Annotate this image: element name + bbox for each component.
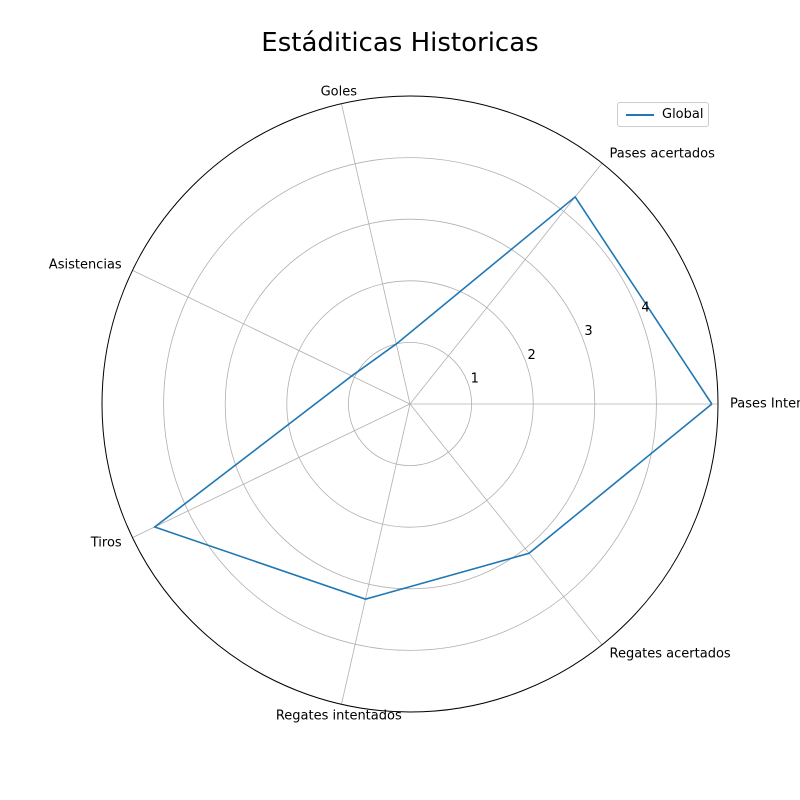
series-layer — [153, 195, 713, 601]
grid-spoke — [132, 270, 411, 405]
radial-tick-label: 1 — [471, 371, 479, 386]
grid-spoke — [409, 403, 603, 646]
grid-layer — [101, 95, 719, 713]
category-label: Tiros — [90, 535, 122, 550]
legend-line-global — [626, 114, 654, 116]
polar-frame — [101, 95, 719, 713]
category-label: Pases acertados — [610, 146, 716, 161]
category-label: Pases Intentados — [730, 397, 800, 412]
radial-tick-label: 2 — [528, 348, 536, 363]
grid-spoke — [341, 403, 411, 705]
category-label: Regates intentados — [276, 708, 402, 723]
category-label: Goles — [321, 85, 358, 100]
legend: Global — [617, 102, 709, 127]
grid-spoke — [341, 103, 411, 405]
grid-spoke — [132, 403, 411, 538]
label-layer: 1 2 3 4 Pases Intentados Pases acertados Goles… — [49, 85, 800, 724]
radial-tick-label: 3 — [584, 324, 592, 339]
category-label: Regates acertados — [610, 647, 731, 662]
series-line-0 — [153, 195, 713, 601]
radial-tick-label: 4 — [641, 301, 649, 316]
category-label: Asistencias — [49, 258, 122, 273]
legend-label-global: Global — [662, 107, 704, 122]
grid-spoke — [409, 162, 603, 405]
chart-title: Estáditicas Historicas — [261, 28, 539, 58]
